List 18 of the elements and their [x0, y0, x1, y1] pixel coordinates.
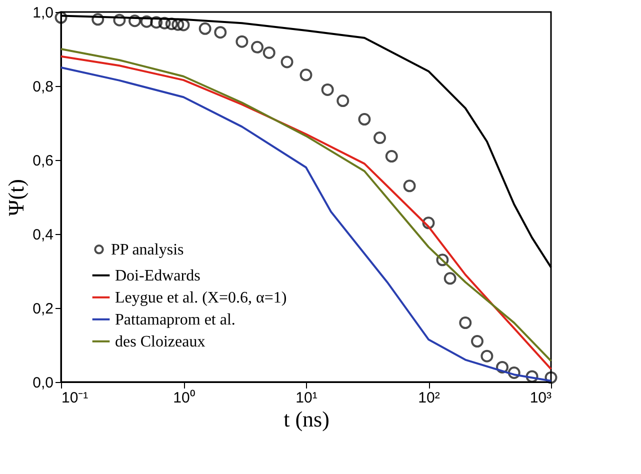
legend-label: Doi-Edwards: [115, 267, 200, 284]
legend-label: PP analysis: [111, 241, 184, 258]
x-tick-label: 10⁻¹: [62, 390, 88, 406]
x-tick-label: 10³: [530, 390, 552, 406]
y-tick-label: 0,4: [32, 226, 54, 244]
y-tick-label: 0,2: [32, 300, 54, 318]
x-tick-label: 10⁰: [173, 390, 195, 406]
y-axis-title: Ψ(t): [4, 179, 29, 216]
x-tick-label: 10²: [418, 390, 440, 406]
legend-label: des Cloizeaux: [115, 333, 206, 350]
y-tick-label: 0,8: [32, 78, 54, 96]
x-tick-label: 10¹: [296, 390, 318, 406]
y-tick-label: 1,0: [32, 4, 54, 22]
x-axis-title: t (ns): [284, 406, 330, 432]
y-tick-label: 0,0: [32, 374, 54, 392]
legend-label: Leygue et al. (X=0.6, α=1): [115, 289, 287, 306]
legend-label: Pattamaprom et al.: [115, 311, 236, 328]
y-tick-label: 0,6: [32, 152, 54, 170]
